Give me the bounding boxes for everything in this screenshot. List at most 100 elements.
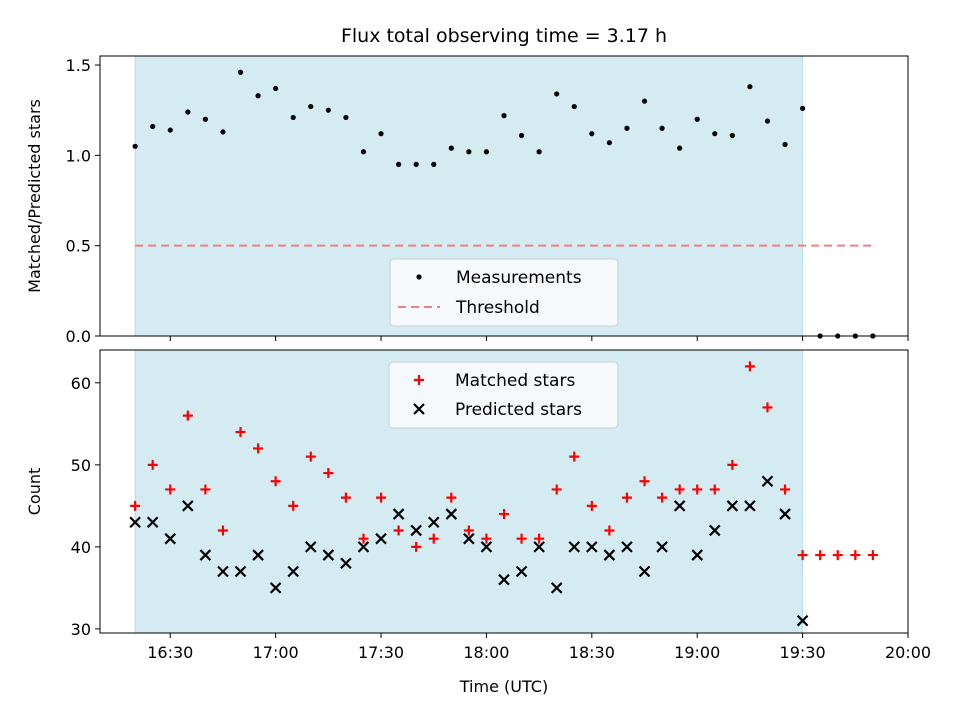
matched-stars-point [270,476,281,487]
predicted-stars-point [392,508,405,520]
measurement-point [378,131,384,137]
matched-stars-point [340,492,351,503]
predicted-stars-point [146,516,159,529]
matched-stars-point [534,533,545,544]
measurement-point [589,131,595,137]
measurement-point [694,116,700,122]
matched-stars-point [832,550,843,561]
measurement-point [571,103,577,110]
measurement-point [150,123,156,130]
predicted-stars-point [656,541,668,553]
measurement-point [273,85,279,92]
matched-stars-point [235,427,246,438]
matched-stars-point [182,410,193,421]
measurement-point [536,149,542,155]
measurement-point [220,129,226,135]
predicted-stars-point [796,614,809,627]
top-plot-frame [99,55,909,337]
predicted-stars-point [621,541,633,553]
y-tick-label: 1.5 [66,56,91,75]
predicted-stars-point [779,508,791,520]
predicted-stars-point [709,524,721,537]
measurement-point [554,91,560,97]
x-axis-label: Time (UTC) [459,677,548,696]
matched-stars-point [551,484,562,495]
predicted-stars-point [427,516,440,529]
predicted-stars-point [164,532,177,545]
matched-stars-point [200,484,211,495]
predicted-stars-point [410,524,422,537]
legend-predicted-label: Predicted stars [455,400,582,420]
x-tick-label: 18:00 [463,643,509,662]
matched-stars-point [499,509,509,520]
matched-stars-point [850,550,861,561]
predicted-stars-point [726,500,739,512]
measurement-point [764,118,771,124]
top-legend-box [389,258,619,327]
measurement-point [501,113,507,119]
predicted-stars-point [234,565,247,578]
predicted-stars-point [269,582,282,594]
legend-measurements-marker [416,274,422,280]
measurement-point [325,107,331,113]
predicted-stars-point [445,508,458,520]
predicted-stars-point [252,549,264,561]
x-tick-label: 16:30 [147,643,193,662]
measurement-point [167,127,173,133]
legend-threshold-label: Threshold [455,298,540,318]
y-tick-label: 1.0 [66,146,91,165]
predicted-stars-point [480,541,493,553]
measurement-point [202,116,208,122]
predicted-stars-point [498,573,510,586]
matched-stars-point [393,525,404,536]
matched-stars-point [463,525,474,536]
matched-stars-point [762,402,773,413]
matched-stars-point [446,492,457,503]
predicted-stars-point [129,516,141,529]
matched-stars-point [428,533,439,544]
measurement-point [729,132,735,139]
predicted-stars-point [357,541,370,553]
measurement-point [800,105,806,111]
measurement-point [518,132,525,139]
predicted-stars-point [287,565,299,578]
measurement-point [624,125,630,131]
measurement-point [360,149,367,155]
matched-stars-point [165,484,176,495]
y-tick-label: 40 [71,538,91,557]
x-tick-label: 17:00 [253,643,299,662]
measurement-point [466,149,472,155]
predicted-stars-point [182,500,194,512]
matched-stars-point [815,550,826,561]
measurement-point [782,141,788,148]
x-tick-label: 19:30 [780,643,826,662]
matched-stars-point [305,451,316,462]
predicted-stars-point [375,532,387,545]
y-tick-label: 30 [71,620,91,639]
predicted-stars-point [744,500,756,512]
chart-title: Flux total observing time = 3.17 h [341,25,667,47]
top-panel: 0.0 0.5 1.0 1.5 Matched/Predicted stars Flux … [25,25,909,346]
predicted-stars-point [340,557,352,570]
measurement-point [132,143,138,149]
predicted-stars-point [603,549,616,561]
matched-stars-point [797,550,808,561]
measurement-point [659,125,665,131]
measurement-point [308,103,314,110]
predicted-stars-point [638,565,651,578]
matched-stars-point [621,492,632,503]
measurement-point [677,145,683,151]
bottom-panel: 30 40 50 60 16:30 17:00 17:30 18:00 18:30 19:00 19… [25,349,931,696]
matched-stars-point [358,533,369,544]
predicted-stars-point [673,500,686,512]
x-tick-label: 17:30 [358,643,404,662]
x-tick-label: 18:30 [569,643,615,662]
predicted-stars-point [463,532,475,545]
y-tick-label: 60 [71,374,91,393]
y-tick-label: 0.5 [66,237,91,256]
predicted-stars-point [586,541,598,553]
matched-stars-point [867,550,878,561]
measurement-point [255,93,261,99]
predicted-stars-point [533,541,545,553]
bottom-legend: Matched stars Predicted stars [388,361,619,429]
